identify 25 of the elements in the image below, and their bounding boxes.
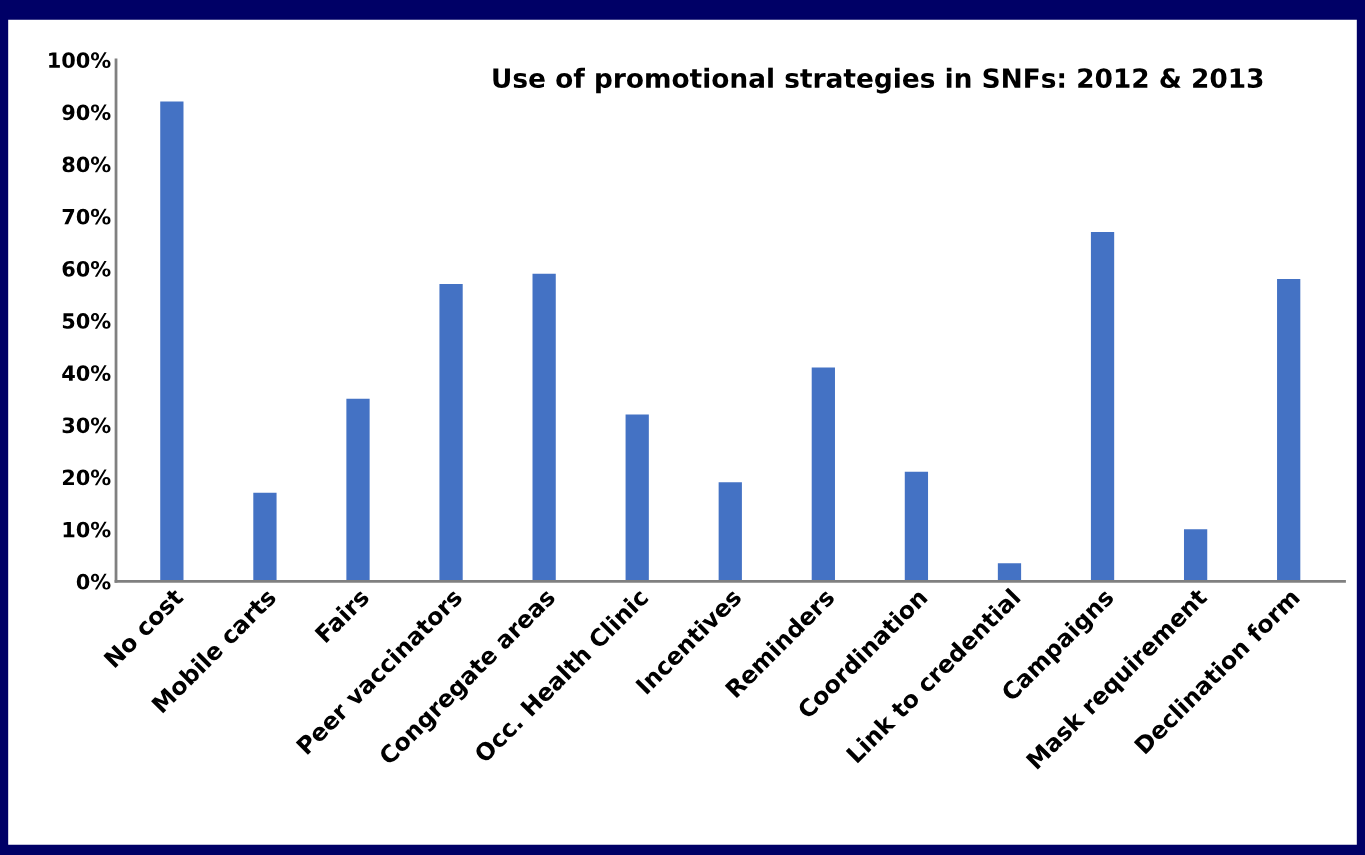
bar <box>1090 231 1115 582</box>
y-tick-label: 50% <box>62 313 111 329</box>
bar <box>718 482 742 582</box>
y-tick-label: 0% <box>76 573 111 590</box>
y-tick-label: 30% <box>62 417 111 434</box>
bar <box>1183 529 1208 582</box>
bar <box>532 273 556 582</box>
bar <box>253 492 277 582</box>
bar <box>160 101 184 582</box>
y-tick-label: 100% <box>49 52 111 69</box>
bar <box>346 398 370 582</box>
bar <box>997 563 1022 582</box>
y-tick-label: 10% <box>63 521 111 538</box>
bar <box>1277 278 1301 582</box>
bar <box>811 367 835 582</box>
y-tick-label: 60% <box>62 260 111 277</box>
bar <box>439 284 463 582</box>
y-tick-label: 90% <box>62 104 111 121</box>
chart-title: Use of promotional strategies in SNFs: 2012 & 2013 <box>493 67 1263 94</box>
y-tick-label: 40% <box>62 365 111 381</box>
y-tick-label: 70% <box>62 208 111 225</box>
bar <box>904 471 929 582</box>
y-tick-label: 80% <box>62 156 111 173</box>
y-tick-label: 20% <box>62 469 111 486</box>
bar <box>625 414 649 582</box>
